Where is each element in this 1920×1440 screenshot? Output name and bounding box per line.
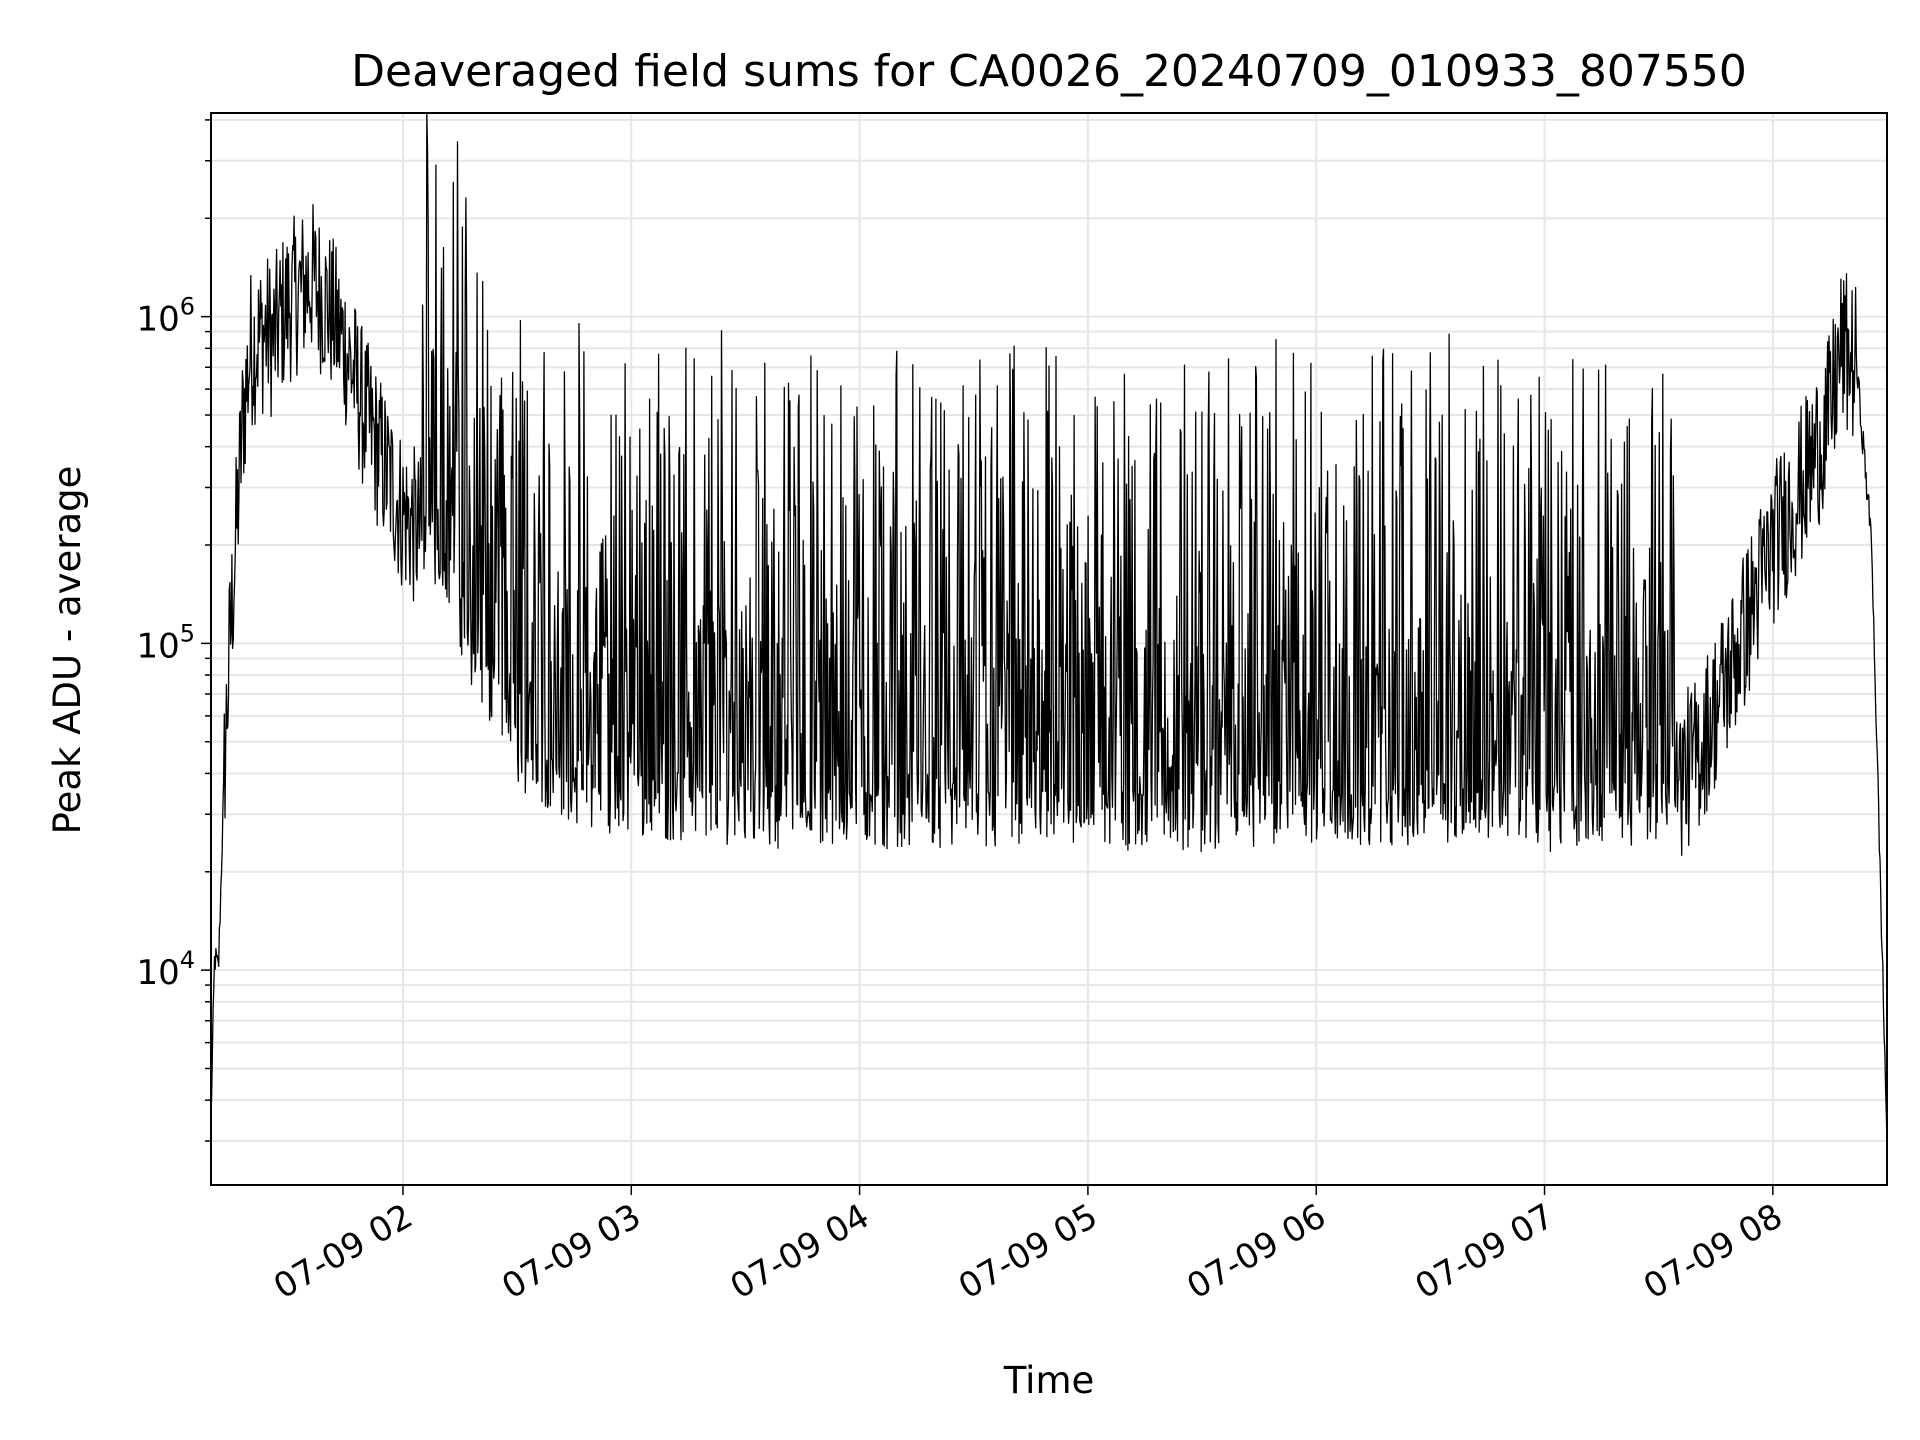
- y-tick-exponent: 5: [180, 619, 195, 647]
- y-tick-base: 10: [136, 300, 179, 340]
- y-tick-label: 106: [136, 293, 195, 340]
- y-tick-exponent: 6: [180, 293, 195, 321]
- y-axis-label: Peak ADU - average: [46, 466, 89, 835]
- y-tick-exponent: 4: [180, 946, 195, 974]
- x-axis-label: Time: [1003, 1359, 1095, 1402]
- y-tick-label: 104: [136, 946, 195, 993]
- y-tick-base: 10: [136, 953, 179, 993]
- series-line: [210, 112, 1888, 1142]
- y-tick-label: 105: [136, 619, 195, 666]
- plot-area: [210, 112, 1888, 1142]
- chart-title: Deaveraged field sums for CA0026_2024070…: [351, 46, 1747, 97]
- plot-frame: [210, 112, 1888, 1186]
- y-tick-base: 10: [136, 626, 179, 666]
